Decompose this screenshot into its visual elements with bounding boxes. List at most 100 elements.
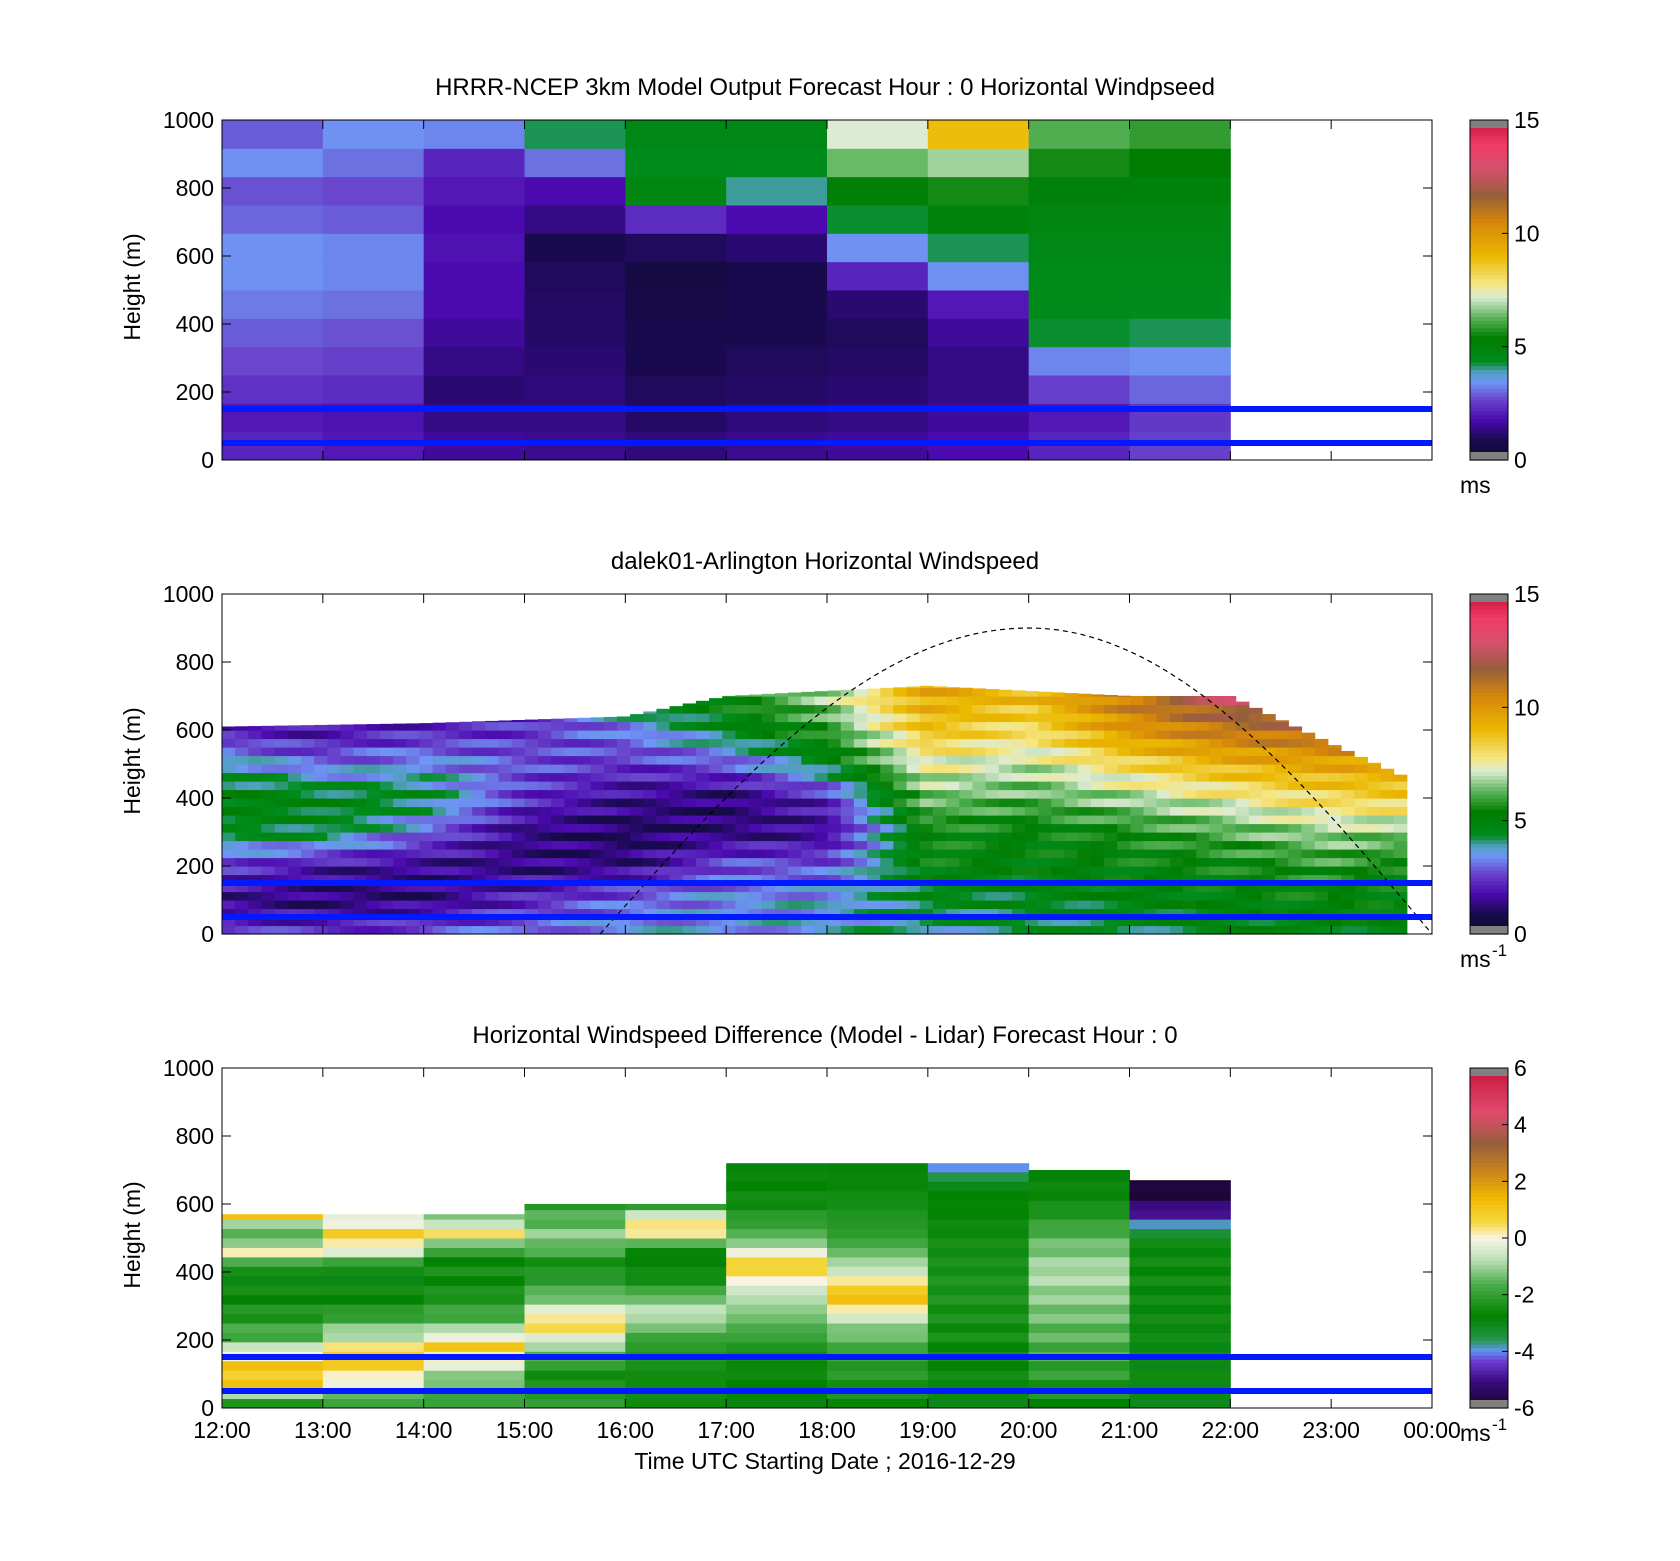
lidar-cell xyxy=(1314,849,1329,859)
lidar-cell xyxy=(1077,840,1092,850)
lidar-cell xyxy=(774,891,789,901)
lidar-cell xyxy=(222,726,236,731)
difference-colorbar-segment xyxy=(1470,1117,1508,1122)
lidar-cell xyxy=(366,764,381,774)
lidar-cell xyxy=(1117,747,1131,757)
lidar-cell xyxy=(1051,730,1066,740)
lidar-cell xyxy=(353,883,368,893)
lidar-cell xyxy=(630,789,644,799)
lidar-cell xyxy=(709,698,723,706)
difference-cell xyxy=(1129,1332,1231,1343)
difference-cell xyxy=(625,1389,727,1400)
lidar-cell xyxy=(630,891,644,901)
lidar-cell xyxy=(695,781,710,791)
lidar-cell xyxy=(524,789,539,799)
lidar-cell xyxy=(537,823,552,833)
lidar-cell xyxy=(1143,823,1158,833)
lidar-colorbar-segment xyxy=(1470,650,1508,656)
lidar-cell xyxy=(340,823,355,833)
difference-cell xyxy=(927,1209,1030,1220)
lidar-cell xyxy=(1143,849,1158,859)
lidar-cell xyxy=(314,747,328,757)
difference-cell xyxy=(423,1332,525,1343)
lidar-cell xyxy=(1314,866,1329,876)
lidar-cell xyxy=(537,730,552,740)
lidar-cell xyxy=(564,806,579,816)
difference-cell xyxy=(322,1379,425,1390)
difference-cell xyxy=(1028,1200,1130,1211)
lidar-colorbar-segment xyxy=(1470,616,1508,622)
lidar-cell xyxy=(1301,866,1316,876)
lidar-cell xyxy=(1104,755,1118,765)
lidar-cell xyxy=(1156,925,1171,935)
lidar-cell xyxy=(577,772,592,782)
lidar-cell xyxy=(327,772,342,782)
lidar-cell xyxy=(564,883,579,893)
lidar-cell xyxy=(722,857,737,867)
lidar-cell xyxy=(564,721,579,731)
lidar-cell xyxy=(1182,849,1197,859)
lidar-cell xyxy=(300,891,315,901)
difference-colorbar-segment xyxy=(1470,1124,1508,1130)
model-colorbar-segment xyxy=(1470,354,1508,359)
lidar-cell xyxy=(880,747,894,757)
lidar-cell xyxy=(1327,755,1342,765)
lidar-cell xyxy=(695,891,710,901)
lidar-cell xyxy=(656,900,671,910)
lidar-cell xyxy=(274,883,289,893)
lidar-cell xyxy=(1156,840,1171,850)
lidar-cell xyxy=(814,908,829,918)
lidar-cell xyxy=(432,789,447,799)
lidar-cell xyxy=(393,730,407,740)
lidar-cell xyxy=(959,798,973,808)
lidar-cell xyxy=(906,713,921,723)
lidar-cell xyxy=(274,874,289,884)
model-cell xyxy=(322,233,425,263)
lidar-cell xyxy=(1354,917,1368,927)
lidar-cell xyxy=(774,798,789,808)
lidar-cell xyxy=(695,789,710,799)
difference-cell xyxy=(524,1398,626,1409)
lidar-cell xyxy=(709,721,723,731)
lidar-cell xyxy=(261,908,276,918)
lidar-cell xyxy=(300,764,315,774)
lidar-cell xyxy=(366,832,381,842)
lidar-cell xyxy=(669,832,684,842)
lidar-cell xyxy=(1169,747,1184,757)
lidar-cell xyxy=(1104,772,1118,782)
lidar-cell xyxy=(1222,908,1237,918)
lidar-cell xyxy=(353,840,368,850)
lidar-cell xyxy=(1354,756,1368,765)
lidar-cell xyxy=(788,738,802,748)
lidar-cell xyxy=(998,840,1013,850)
lidar-cell xyxy=(709,891,723,901)
lidar-colorbar-segment xyxy=(1470,820,1508,826)
lidar-cell xyxy=(1156,781,1171,791)
lidar-cell xyxy=(353,857,368,867)
lidar-cell xyxy=(379,883,394,893)
lidar-cell xyxy=(1090,832,1105,842)
lidar-cell xyxy=(801,789,815,799)
lidar-cell xyxy=(616,721,631,731)
difference-cell xyxy=(1028,1238,1130,1248)
lidar-cell xyxy=(1025,691,1039,697)
lidar-cell xyxy=(932,781,947,791)
lidar-cell xyxy=(498,815,513,825)
lidar-cell xyxy=(695,755,710,765)
lidar-cell xyxy=(261,789,276,799)
lidar-cell xyxy=(880,866,894,876)
difference-cell xyxy=(827,1200,929,1211)
difference-y-tick-label: 1000 xyxy=(163,1055,214,1081)
lidar-cell xyxy=(630,714,644,723)
lidar-cell xyxy=(1169,781,1184,791)
lidar-cell xyxy=(1182,772,1197,782)
lidar-cell xyxy=(801,866,815,876)
lidar-cell xyxy=(972,840,987,850)
lidar-colorbar-segment xyxy=(1470,839,1508,844)
lidar-cell xyxy=(735,704,750,714)
lidar-cell xyxy=(472,840,486,850)
lidar-cell xyxy=(590,781,605,791)
lidar-cell xyxy=(248,832,263,842)
lidar-cell xyxy=(551,747,565,757)
lidar-cell xyxy=(353,815,368,825)
